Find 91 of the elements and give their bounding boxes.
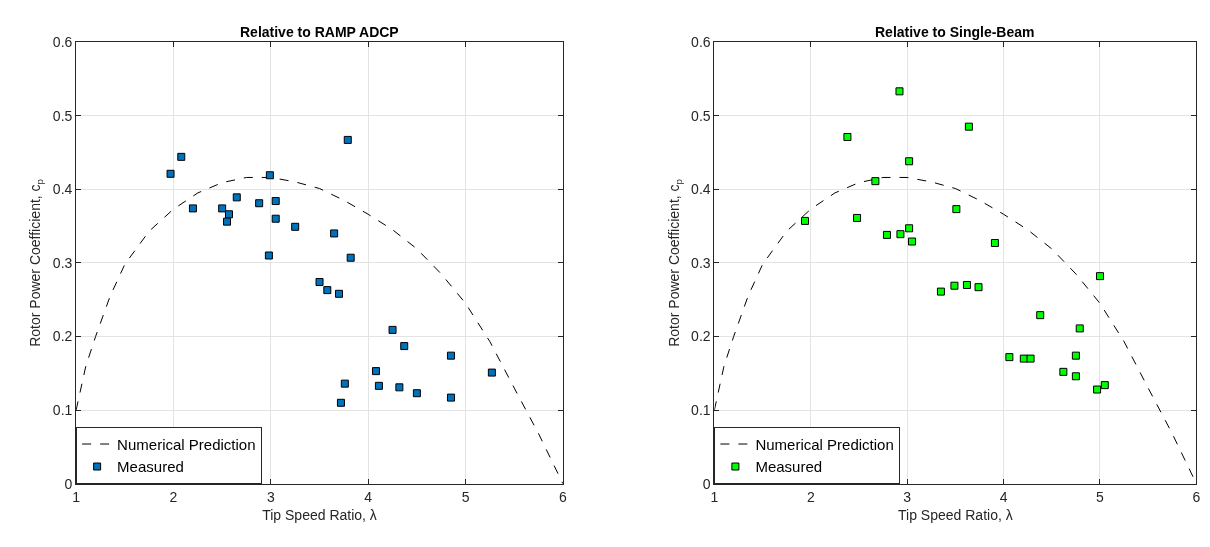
point [853,213,862,222]
point [177,152,186,161]
point [340,379,349,388]
x-tick-label: 5 [461,488,470,505]
point [908,237,916,246]
point [936,287,945,296]
y-tick-label: 0.5 [52,107,73,124]
point [188,204,197,213]
point [882,230,891,239]
x-tick-label: 1 [72,488,81,505]
point [323,286,332,295]
x-tick-label: 2 [169,488,178,505]
y-tick-label: 0.1 [691,402,711,419]
point [371,367,380,376]
x-tick-label: 5 [1096,488,1105,505]
point [990,239,999,247]
x-tick-label: 3 [266,488,275,505]
x-tick-label: 4 [364,488,373,505]
point [871,177,880,186]
point [1100,381,1109,390]
point [265,171,274,180]
point [271,214,280,223]
legend-label: Numerical Prediction [755,435,894,453]
y-tick-label: 0 [64,475,73,492]
y-tick-label: 0.2 [52,328,73,345]
point [895,87,904,96]
point [446,351,455,360]
y-tick-label: 0.1 [52,402,73,419]
point [487,368,496,377]
chart-title: Relative to Single-Beam [875,24,1035,40]
point [964,122,973,131]
point [905,157,914,166]
point [264,251,273,260]
point [336,398,345,407]
point [315,278,324,287]
y-tick-label: 0.3 [691,254,711,271]
point [166,169,175,178]
point [232,193,241,202]
legend-label: Numerical Prediction [117,435,256,453]
point [218,204,227,213]
point [374,381,383,390]
y-tick-label: 0.2 [691,328,711,345]
point [801,216,809,225]
point [395,383,404,392]
point [271,197,280,206]
point [1095,272,1104,281]
point [291,222,300,231]
x-axis-title: Tip Speed Ratio, λ [262,506,377,523]
x-tick-label: 6 [1192,488,1201,505]
x-tick-label: 4 [999,488,1008,505]
point [962,280,971,289]
chart-title: Relative to RAMP ADCP [240,24,399,40]
legend-label: Measured [117,458,184,476]
point [952,205,961,214]
point [330,229,339,238]
point [1059,367,1068,376]
point [343,135,352,144]
point [446,393,455,402]
point [223,217,232,226]
point [1026,354,1035,363]
y-tick-label: 0 [702,475,711,492]
x-tick-label: 6 [559,488,568,505]
point [346,253,355,262]
point [1036,311,1045,320]
x-tick-label: 1 [710,488,719,505]
point [255,199,264,208]
point [400,342,409,351]
point [1093,385,1102,394]
y-tick-label: 0.3 [52,254,73,271]
point [1071,351,1080,360]
point [974,283,983,292]
y-tick-label: 0.6 [52,33,73,50]
point [905,224,914,233]
point [950,281,959,290]
y-tick-label: 0.6 [691,33,711,50]
legend-label: Measured [755,458,823,476]
y-tick-label: 0.4 [52,181,73,198]
point [1075,324,1084,333]
point [224,210,233,219]
point [412,389,421,398]
point [1071,372,1080,381]
x-tick-label: 2 [806,488,815,505]
point [335,289,343,298]
point [1005,353,1014,362]
point [896,230,905,239]
x-axis-title: Tip Speed Ratio, λ [898,506,1013,523]
point [388,325,397,334]
x-tick-label: 3 [903,488,912,505]
point [843,132,852,141]
y-tick-label: 0.5 [691,107,711,124]
y-tick-label: 0.4 [691,181,711,198]
